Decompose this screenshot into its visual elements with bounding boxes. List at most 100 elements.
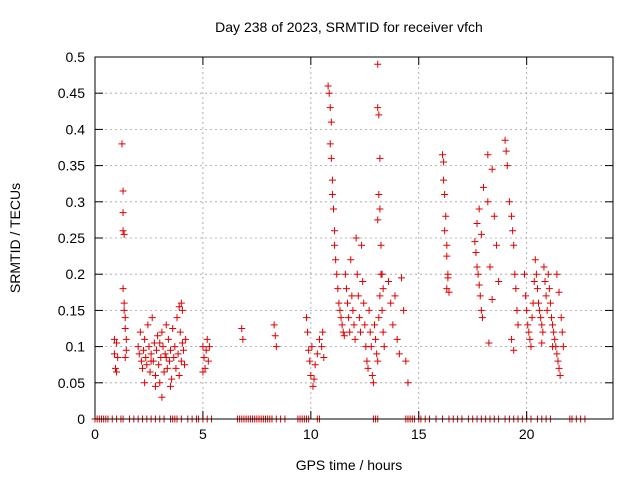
data-point bbox=[513, 306, 521, 314]
data-point bbox=[202, 346, 210, 354]
data-point bbox=[179, 346, 187, 354]
data-point bbox=[400, 306, 408, 314]
x-tick-label: 10 bbox=[303, 426, 319, 442]
x-tick-label: 0 bbox=[91, 426, 99, 442]
data-point bbox=[367, 343, 375, 351]
data-point bbox=[162, 321, 170, 329]
data-point bbox=[533, 285, 541, 293]
data-point bbox=[530, 277, 538, 285]
data-point bbox=[342, 285, 350, 293]
data-point bbox=[471, 238, 479, 246]
data-point bbox=[143, 361, 151, 369]
data-point bbox=[527, 343, 535, 351]
data-point bbox=[377, 241, 385, 249]
data-point bbox=[502, 147, 510, 155]
data-point bbox=[348, 292, 356, 300]
y-tick-label: 0.4 bbox=[66, 121, 86, 137]
data-point bbox=[363, 357, 371, 365]
data-point bbox=[311, 361, 319, 369]
data-point bbox=[238, 325, 246, 332]
data-point bbox=[315, 335, 323, 343]
data-point bbox=[118, 140, 126, 148]
data-point bbox=[119, 209, 127, 217]
data-point bbox=[440, 176, 448, 184]
data-point bbox=[525, 328, 533, 336]
data-point bbox=[376, 154, 384, 162]
data-point bbox=[544, 270, 552, 278]
data-point bbox=[445, 288, 453, 296]
data-point bbox=[385, 277, 393, 285]
data-point bbox=[341, 270, 349, 278]
data-point bbox=[395, 350, 403, 358]
data-point bbox=[169, 325, 177, 332]
data-point bbox=[339, 328, 347, 336]
data-point bbox=[305, 346, 313, 354]
data-point bbox=[327, 118, 335, 126]
data-point bbox=[353, 270, 361, 278]
data-point bbox=[473, 220, 481, 228]
data-point bbox=[360, 299, 368, 307]
data-point bbox=[346, 328, 354, 336]
data-point bbox=[161, 350, 169, 358]
data-point bbox=[158, 328, 166, 336]
data-point bbox=[387, 299, 395, 307]
data-point bbox=[508, 335, 516, 343]
data-point bbox=[558, 328, 566, 336]
data-point bbox=[366, 328, 374, 336]
data-point bbox=[141, 379, 149, 387]
data-point bbox=[472, 248, 480, 256]
data-point bbox=[541, 277, 549, 285]
data-point bbox=[509, 227, 517, 235]
data-point bbox=[320, 353, 328, 361]
data-point bbox=[547, 314, 555, 322]
data-point bbox=[203, 335, 211, 343]
data-point bbox=[162, 353, 170, 361]
data-point bbox=[142, 353, 150, 361]
data-point bbox=[505, 198, 513, 206]
data-point bbox=[271, 332, 279, 340]
data-point bbox=[148, 314, 156, 322]
data-point bbox=[336, 306, 344, 314]
data-point bbox=[375, 191, 383, 199]
data-point bbox=[480, 183, 487, 191]
data-point bbox=[521, 270, 529, 278]
data-point bbox=[352, 234, 360, 242]
data-point bbox=[355, 314, 363, 322]
data-point bbox=[345, 314, 353, 322]
data-point bbox=[554, 357, 562, 365]
data-point bbox=[349, 306, 357, 314]
data-point bbox=[375, 111, 383, 119]
data-point bbox=[397, 274, 405, 282]
data-point bbox=[508, 212, 516, 220]
data-point bbox=[154, 332, 162, 340]
data-point bbox=[119, 187, 127, 195]
data-point bbox=[441, 191, 449, 199]
data-point bbox=[511, 270, 519, 278]
data-point bbox=[308, 343, 316, 351]
data-point bbox=[110, 335, 118, 343]
y-tick-label: 0.25 bbox=[58, 230, 85, 246]
data-point bbox=[379, 285, 387, 293]
data-point bbox=[356, 328, 364, 336]
axes: 0 0.05 0.1 0.15 0.2 0.25 0.3 0.35 0.4 0.45 0.5 0 5 10… bbox=[58, 49, 613, 442]
data-point bbox=[335, 299, 343, 307]
data-point bbox=[484, 151, 492, 159]
data-point bbox=[167, 382, 175, 390]
data-point bbox=[155, 361, 163, 369]
data-point bbox=[119, 285, 127, 293]
data-point bbox=[545, 285, 553, 293]
data-point bbox=[178, 306, 186, 314]
data-point bbox=[442, 212, 450, 220]
data-point bbox=[164, 335, 172, 343]
data-point bbox=[344, 299, 352, 307]
data-point bbox=[334, 285, 342, 293]
data-point bbox=[391, 292, 399, 300]
data-point bbox=[556, 372, 564, 380]
data-point bbox=[178, 339, 186, 347]
data-point bbox=[201, 364, 209, 372]
data-point bbox=[165, 357, 173, 365]
data-point bbox=[181, 361, 189, 369]
data-point bbox=[535, 299, 543, 307]
x-tick-label: 20 bbox=[519, 426, 535, 442]
